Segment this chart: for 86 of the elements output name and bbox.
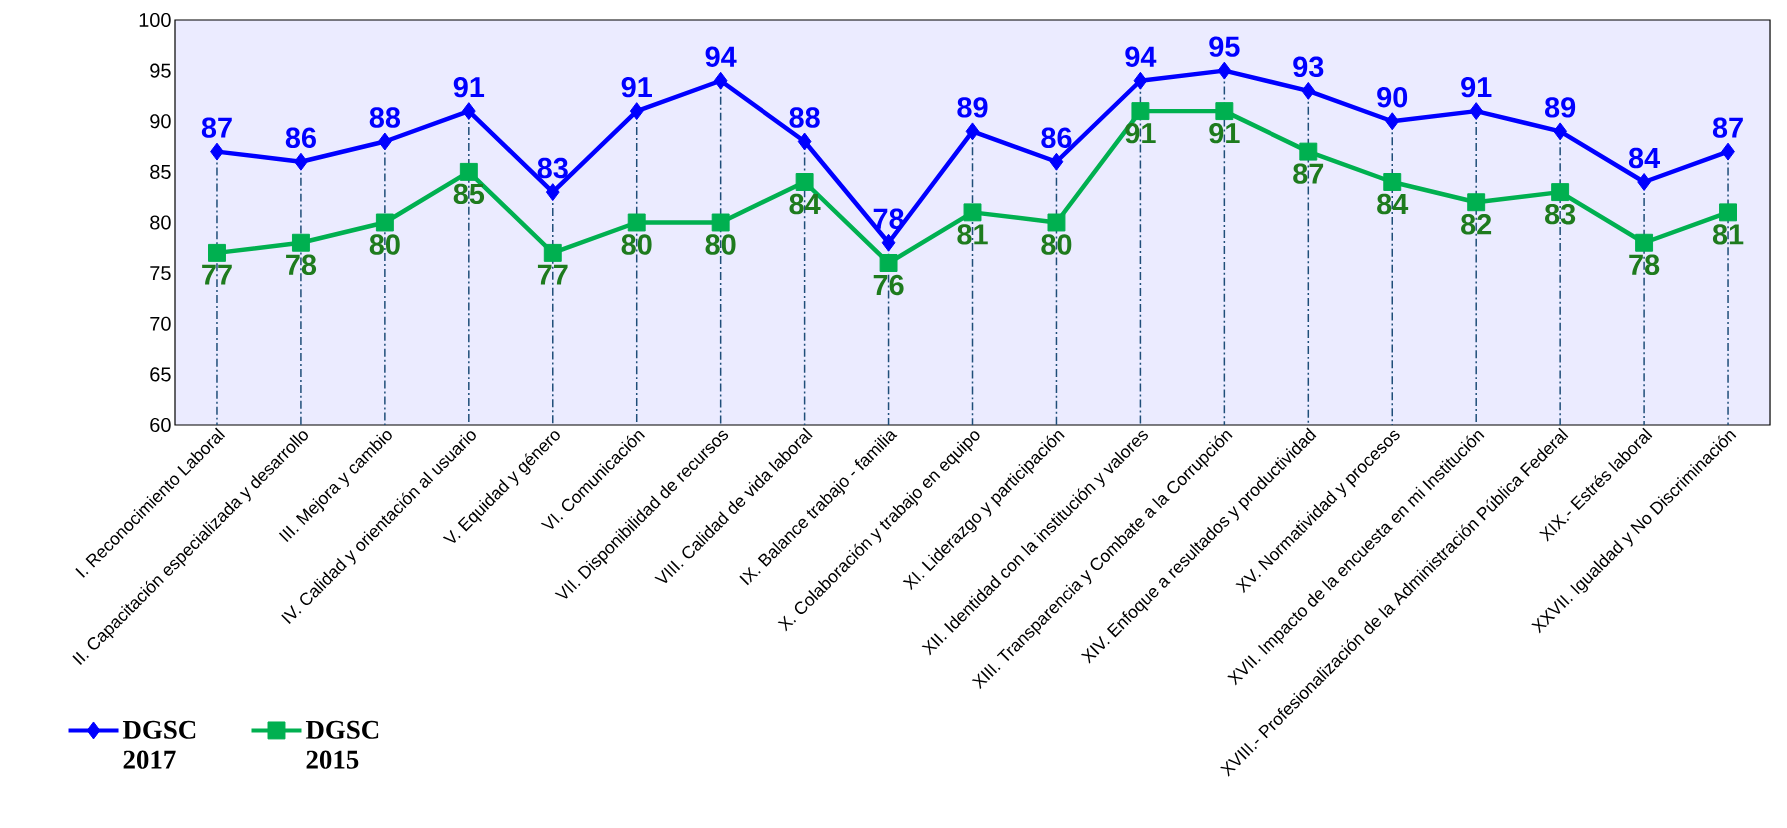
y-tick-label: 65 bbox=[150, 367, 171, 382]
point bbox=[879, 254, 898, 272]
data-label: 91 bbox=[621, 76, 652, 98]
legend-label: DGSC 2017 bbox=[122, 720, 196, 769]
data-label: 83 bbox=[537, 157, 568, 179]
point bbox=[1383, 173, 1402, 191]
legend-label: DGSC 2015 bbox=[305, 720, 379, 769]
data-label: 87 bbox=[1712, 117, 1743, 138]
point bbox=[1049, 152, 1064, 171]
point bbox=[1721, 142, 1735, 161]
data-label: 86 bbox=[285, 127, 316, 148]
data-label: 85 bbox=[453, 183, 485, 205]
point bbox=[795, 173, 814, 191]
point bbox=[1551, 183, 1570, 202]
point bbox=[965, 122, 980, 141]
y-tick-label: 70 bbox=[150, 316, 171, 331]
data-label: 91 bbox=[1209, 122, 1240, 144]
point bbox=[459, 162, 478, 181]
point bbox=[210, 142, 224, 161]
point bbox=[1467, 193, 1486, 212]
data-label: 89 bbox=[1545, 97, 1576, 118]
y-tick-label: 95 bbox=[150, 63, 171, 78]
point bbox=[963, 203, 982, 222]
data-label: 80 bbox=[1041, 234, 1072, 255]
point bbox=[1635, 233, 1654, 252]
data-label: 78 bbox=[1629, 254, 1660, 275]
y-tick-label: 100 bbox=[139, 12, 171, 28]
data-label: 76 bbox=[873, 274, 904, 296]
y-tick-label: 90 bbox=[150, 114, 171, 129]
point bbox=[208, 243, 226, 262]
point bbox=[711, 213, 730, 232]
data-label: 94 bbox=[705, 46, 737, 67]
data-label: 80 bbox=[621, 234, 652, 255]
y-tick-label: 80 bbox=[150, 215, 171, 230]
data-label: 91 bbox=[453, 76, 485, 98]
point bbox=[1385, 112, 1400, 131]
data-label: 91 bbox=[1125, 122, 1156, 144]
point bbox=[1133, 71, 1148, 90]
data-label: 93 bbox=[1293, 56, 1324, 78]
point bbox=[378, 132, 392, 151]
point bbox=[294, 152, 308, 171]
data-label: 90 bbox=[1377, 87, 1408, 108]
point bbox=[627, 213, 646, 232]
point bbox=[1299, 142, 1318, 161]
data-label: 80 bbox=[369, 234, 400, 255]
data-label: 84 bbox=[1377, 193, 1409, 215]
point bbox=[1131, 102, 1150, 121]
point bbox=[1301, 81, 1316, 100]
point bbox=[713, 71, 728, 90]
data-label: 81 bbox=[1712, 224, 1744, 245]
y-tick-label: 85 bbox=[150, 164, 171, 179]
data-label: 88 bbox=[369, 107, 401, 128]
point bbox=[1215, 102, 1234, 121]
data-label: 81 bbox=[957, 224, 988, 245]
point bbox=[1047, 213, 1066, 232]
data-label: 77 bbox=[202, 264, 232, 285]
data-label: 87 bbox=[1293, 163, 1324, 184]
data-label: 87 bbox=[201, 117, 232, 138]
point bbox=[543, 243, 562, 262]
data-label: 95 bbox=[1209, 36, 1240, 57]
data-label: 86 bbox=[1041, 127, 1072, 148]
data-label: 82 bbox=[1461, 214, 1492, 235]
data-label: 89 bbox=[957, 97, 988, 118]
point bbox=[629, 102, 644, 121]
point bbox=[1637, 173, 1651, 191]
point bbox=[1217, 61, 1232, 80]
point bbox=[1719, 203, 1738, 222]
point bbox=[1469, 102, 1484, 121]
data-label: 80 bbox=[705, 234, 736, 255]
data-label: 91 bbox=[1461, 76, 1492, 98]
point bbox=[461, 102, 476, 121]
data-label: 77 bbox=[537, 264, 568, 285]
data-label: 78 bbox=[286, 254, 317, 275]
y-tick-label: 60 bbox=[150, 417, 171, 433]
point bbox=[881, 233, 896, 252]
y-tick-label: 75 bbox=[150, 266, 171, 281]
point bbox=[375, 213, 394, 232]
point bbox=[545, 183, 560, 202]
data-label: 88 bbox=[789, 107, 820, 128]
data-label: 84 bbox=[1628, 147, 1660, 169]
data-label: 83 bbox=[1545, 203, 1576, 225]
point bbox=[291, 233, 310, 252]
point bbox=[797, 132, 812, 151]
data-label: 94 bbox=[1125, 46, 1157, 67]
data-label: 84 bbox=[789, 193, 821, 215]
point bbox=[1553, 122, 1567, 141]
